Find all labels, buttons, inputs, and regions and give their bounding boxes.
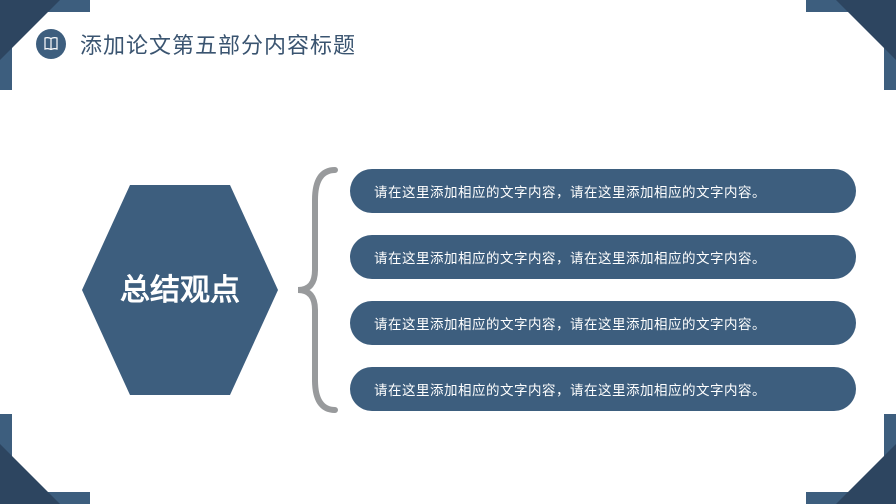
corner-tr: [806, 0, 896, 90]
brace-connector: [290, 160, 340, 420]
page-title: 添加论文第五部分内容标题: [80, 28, 356, 60]
slide-header: 添加论文第五部分内容标题: [36, 28, 356, 60]
point-pill: 请在这里添加相应的文字内容，请在这里添加相应的文字内容。: [350, 367, 856, 411]
content-area: 总结 观点 请在这里添加相应的文字内容，请在这里添加相应的文字内容。 请在这里添…: [80, 140, 856, 440]
book-icon: [36, 29, 66, 59]
point-pill: 请在这里添加相应的文字内容，请在这里添加相应的文字内容。: [350, 169, 856, 213]
point-text: 请在这里添加相应的文字内容，请在这里添加相应的文字内容。: [374, 313, 766, 333]
point-text: 请在这里添加相应的文字内容，请在这里添加相应的文字内容。: [374, 247, 766, 267]
point-text: 请在这里添加相应的文字内容，请在这里添加相应的文字内容。: [374, 379, 766, 399]
point-pill: 请在这里添加相应的文字内容，请在这里添加相应的文字内容。: [350, 301, 856, 345]
point-text: 请在这里添加相应的文字内容，请在这里添加相应的文字内容。: [374, 181, 766, 201]
summary-hexagon: 总结 观点: [80, 175, 280, 405]
corner-bl: [0, 414, 90, 504]
hexagon-label: 总结 观点: [80, 175, 280, 405]
point-pill: 请在这里添加相应的文字内容，请在这里添加相应的文字内容。: [350, 235, 856, 279]
pills-column: 请在这里添加相应的文字内容，请在这里添加相应的文字内容。 请在这里添加相应的文字…: [350, 169, 856, 411]
